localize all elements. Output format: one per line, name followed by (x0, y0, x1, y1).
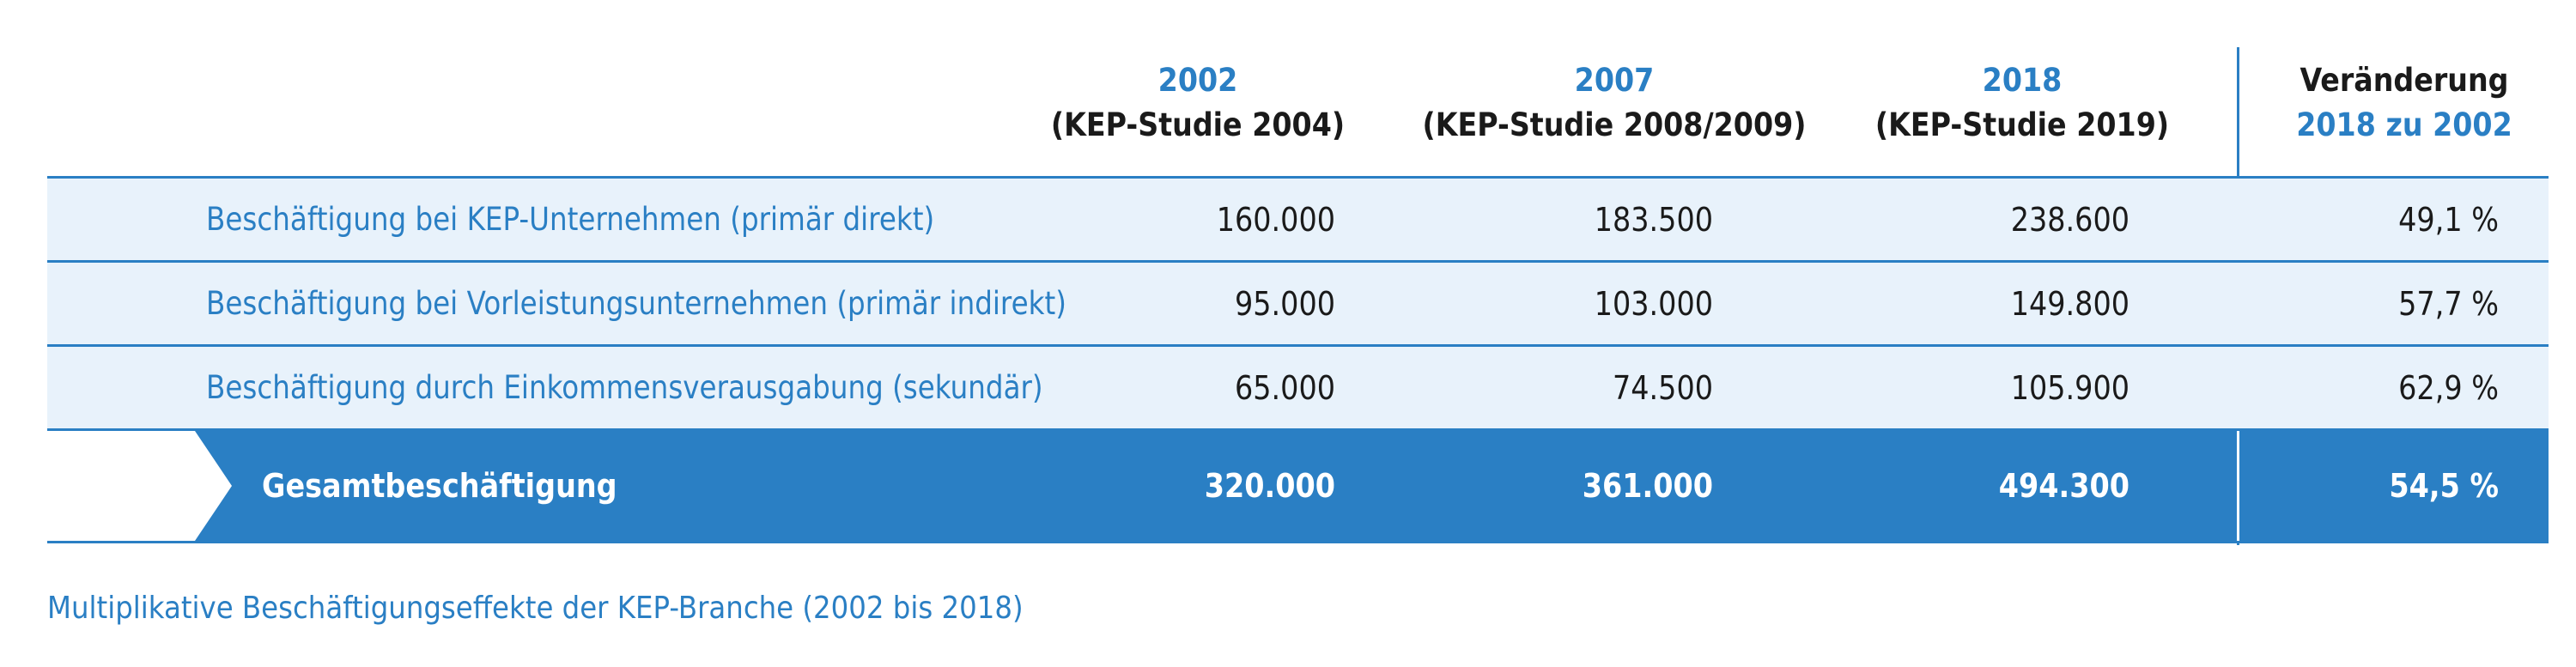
value-change: 49,1 % (2398, 201, 2499, 239)
value-2007: 183.500 (1594, 201, 1713, 239)
header-2002-year: 2002 (1157, 62, 1238, 99)
value-2007: 103.000 (1594, 285, 1713, 323)
header-2018-study: (KEP-Studie 2019) (1874, 106, 2170, 143)
header-change-title: Veränderung (2300, 62, 2509, 99)
row-label: Beschäftigung bei Vorleistungsunternehme… (206, 285, 1066, 322)
total-2002: 320.000 (1204, 467, 1335, 505)
row-label: Beschäftigung durch Einkommensverausgabu… (206, 369, 1043, 406)
value-2018: 105.900 (2010, 369, 2129, 407)
header-2018-year: 2018 (1982, 62, 2063, 99)
total-row: Gesamtbeschäftigung 320.000 361.000 494.… (47, 431, 2549, 545)
total-row-background (47, 431, 2549, 543)
header-change-sub: 2018 zu 2002 (2296, 106, 2512, 143)
total-divider (2237, 431, 2239, 541)
total-2007: 361.000 (1582, 467, 1713, 505)
value-2007: 74.500 (1612, 369, 1713, 407)
header-rule (47, 176, 2549, 179)
table-row: Beschäftigung bei KEP-Unternehmen (primä… (47, 179, 2549, 263)
value-2002: 95.000 (1234, 285, 1335, 323)
value-2018: 238.600 (2010, 201, 2129, 239)
value-2018: 149.800 (2010, 285, 2129, 323)
table-row: Beschäftigung durch Einkommensverausgabu… (47, 347, 2549, 431)
header-2007-year: 2007 (1574, 62, 1655, 99)
value-change: 62,9 % (2398, 369, 2499, 407)
total-change: 54,5 % (2389, 467, 2499, 505)
value-change: 57,7 % (2398, 285, 2499, 323)
total-label: Gesamtbeschäftigung (262, 467, 617, 505)
value-2002: 65.000 (1234, 369, 1335, 407)
value-2002: 160.000 (1216, 201, 1335, 239)
total-2018: 494.300 (1998, 467, 2129, 505)
header-2007-study: (KEP-Studie 2008/2009) (1422, 106, 1807, 143)
table-caption: Multiplikative Beschäftigungseffekte der… (47, 591, 1024, 626)
table-row: Beschäftigung bei Vorleistungsunternehme… (47, 263, 2549, 347)
row-label: Beschäftigung bei KEP-Unternehmen (primä… (206, 201, 935, 238)
header-2002-study: (KEP-Studie 2004) (1050, 106, 1346, 143)
